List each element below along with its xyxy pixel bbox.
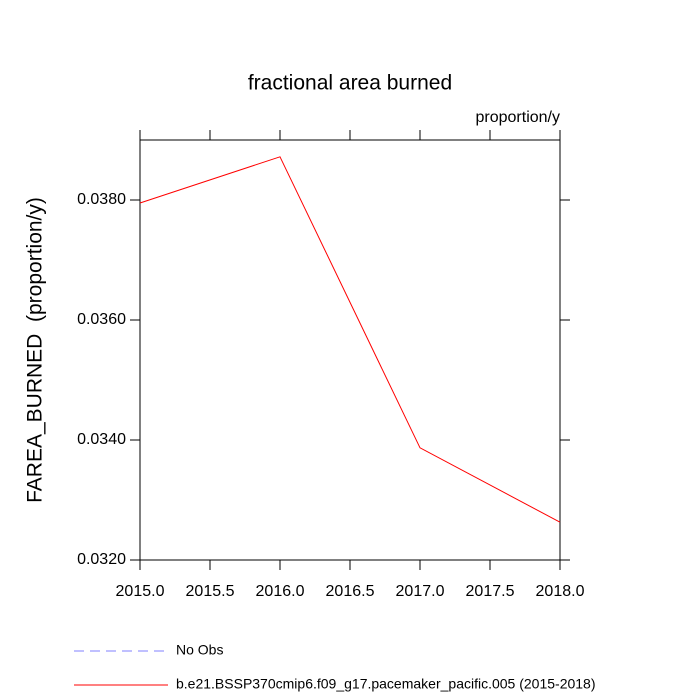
units-label: proportion/y: [476, 109, 561, 126]
x-tick-label: 2015.5: [186, 583, 235, 600]
legend-label: b.e21.BSSP370cmip6.f09_g17.pacemaker_pac…: [176, 676, 596, 692]
legend-label: No Obs: [176, 642, 223, 658]
x-tick-label: 2016.5: [326, 583, 375, 600]
x-tick-label: 2015.0: [116, 583, 165, 600]
x-tick-label: 2017.0: [396, 583, 445, 600]
y-tick-label: 0.0320: [77, 551, 126, 568]
y-tick-label: 0.0380: [77, 191, 126, 208]
x-tick-label: 2018.0: [536, 583, 585, 600]
x-tick-label: 2016.0: [256, 583, 305, 600]
data-line: [139, 156, 561, 523]
y-tick-label: 0.0340: [77, 431, 126, 448]
y-tick-label: 0.0360: [77, 311, 126, 328]
x-tick-label: 2017.5: [466, 583, 515, 600]
y-axis-label: FAREA_BURNED (proportion/y): [24, 197, 47, 503]
chart-title: fractional area burned: [248, 72, 452, 95]
